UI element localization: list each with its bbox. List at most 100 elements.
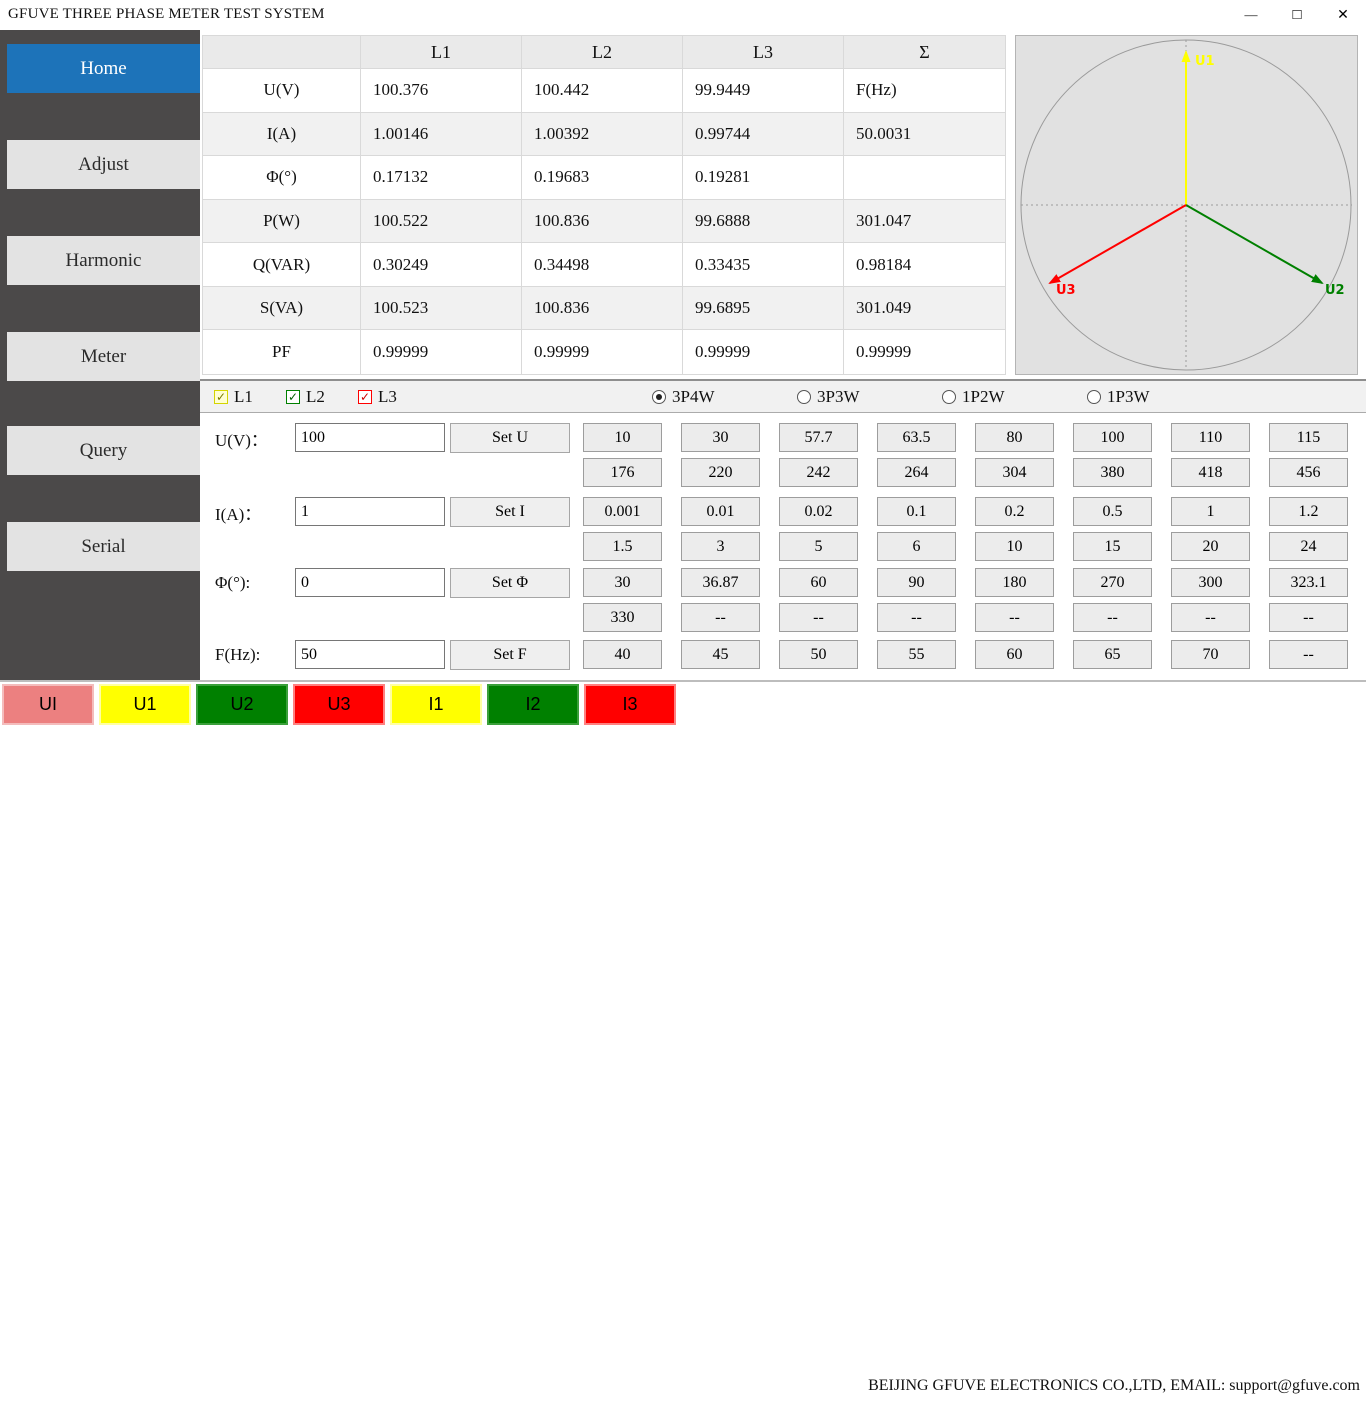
- preset-button[interactable]: --: [877, 603, 956, 632]
- preset-button[interactable]: 1: [1171, 497, 1250, 526]
- preset-button[interactable]: 36.87: [681, 568, 760, 597]
- minimize-icon[interactable]: —: [1244, 7, 1258, 22]
- wiring-radio-1p2w[interactable]: 1P2W: [942, 381, 1005, 412]
- preset-button[interactable]: 0.01: [681, 497, 760, 526]
- checkbox-checked-icon: ✓: [214, 389, 228, 404]
- output-button-u2[interactable]: U2: [196, 684, 288, 725]
- output-button-u1[interactable]: U1: [99, 684, 191, 725]
- set-phi-button[interactable]: Set Φ: [450, 568, 570, 598]
- preset-button[interactable]: 176: [583, 458, 662, 487]
- preset-button[interactable]: 264: [877, 458, 956, 487]
- phase-checkbox-l1[interactable]: ✓ L1: [214, 381, 253, 412]
- preset-button[interactable]: 10: [975, 532, 1054, 561]
- maximize-icon[interactable]: □: [1292, 6, 1302, 23]
- wiring-radio-3p3w[interactable]: 3P3W: [797, 381, 860, 412]
- preset-button[interactable]: 0.02: [779, 497, 858, 526]
- wiring-radio-1p3w[interactable]: 1P3W: [1087, 381, 1150, 412]
- preset-button[interactable]: 80: [975, 423, 1054, 452]
- output-button-i3[interactable]: I3: [584, 684, 676, 725]
- preset-button[interactable]: 3: [681, 532, 760, 561]
- preset-button[interactable]: 0.5: [1073, 497, 1152, 526]
- preset-button[interactable]: 70: [1171, 640, 1250, 669]
- preset-button[interactable]: 300: [1171, 568, 1250, 597]
- preset-button[interactable]: 380: [1073, 458, 1152, 487]
- preset-button[interactable]: 330: [583, 603, 662, 632]
- phase-checkbox-l2[interactable]: ✓ L2: [286, 381, 325, 412]
- preset-button[interactable]: 6: [877, 532, 956, 561]
- preset-button[interactable]: 50: [779, 640, 858, 669]
- preset-button[interactable]: 10: [583, 423, 662, 452]
- preset-button[interactable]: 40: [583, 640, 662, 669]
- preset-button[interactable]: 20: [1171, 532, 1250, 561]
- wiring-radio-3p4w[interactable]: 3P4W: [652, 381, 715, 412]
- output-button-i2[interactable]: I2: [487, 684, 579, 725]
- sidebar-item-meter[interactable]: Meter: [7, 332, 200, 381]
- title-bar: GFUVE THREE PHASE METER TEST SYSTEM — □ …: [0, 0, 1366, 30]
- preset-button[interactable]: 5: [779, 532, 858, 561]
- close-icon[interactable]: ✕: [1337, 7, 1349, 23]
- preset-button[interactable]: 220: [681, 458, 760, 487]
- phase-angle-input[interactable]: [295, 568, 445, 597]
- preset-button[interactable]: --: [975, 603, 1054, 632]
- preset-button[interactable]: 60: [975, 640, 1054, 669]
- sidebar-item-adjust[interactable]: Adjust: [7, 140, 200, 189]
- frequency-input[interactable]: [295, 640, 445, 669]
- preset-button[interactable]: --: [1269, 640, 1348, 669]
- preset-button[interactable]: 115: [1269, 423, 1348, 452]
- preset-button[interactable]: 180: [975, 568, 1054, 597]
- set-u-button[interactable]: Set U: [450, 423, 570, 453]
- row-label: Q(VAR): [203, 243, 361, 287]
- preset-button[interactable]: 0.2: [975, 497, 1054, 526]
- preset-button[interactable]: 110: [1171, 423, 1250, 452]
- sidebar-item-serial[interactable]: Serial: [7, 522, 200, 571]
- preset-button[interactable]: 60: [779, 568, 858, 597]
- sidebar: Home Adjust Harmonic Meter Query Serial: [0, 30, 200, 680]
- preset-button[interactable]: 242: [779, 458, 858, 487]
- row-label: U(V): [203, 69, 361, 113]
- checkbox-label: L2: [306, 386, 325, 406]
- preset-button[interactable]: 304: [975, 458, 1054, 487]
- row-label: S(VA): [203, 286, 361, 331]
- preset-button[interactable]: 55: [877, 640, 956, 669]
- preset-button[interactable]: 270: [1073, 568, 1152, 597]
- preset-button[interactable]: --: [1269, 603, 1348, 632]
- preset-button[interactable]: 1.5: [583, 532, 662, 561]
- set-f-button[interactable]: Set F: [450, 640, 570, 670]
- set-i-button[interactable]: Set I: [450, 497, 570, 527]
- value-cell: 100.836: [522, 286, 683, 331]
- output-button-u3[interactable]: U3: [293, 684, 385, 725]
- sidebar-item-query[interactable]: Query: [7, 426, 200, 475]
- preset-button[interactable]: 30: [583, 568, 662, 597]
- preset-button[interactable]: 418: [1171, 458, 1250, 487]
- preset-button[interactable]: 323.1: [1269, 568, 1348, 597]
- preset-button[interactable]: --: [779, 603, 858, 632]
- current-input[interactable]: [295, 497, 445, 526]
- phase-checkbox-l3[interactable]: ✓ L3: [358, 381, 397, 412]
- voltage-input[interactable]: [295, 423, 445, 452]
- phasor-svg: U1 U2 U3: [1020, 39, 1352, 371]
- value-cell: 100.836: [522, 199, 683, 244]
- preset-button[interactable]: 30: [681, 423, 760, 452]
- preset-button[interactable]: 45: [681, 640, 760, 669]
- preset-button[interactable]: 63.5: [877, 423, 956, 452]
- preset-button[interactable]: 15: [1073, 532, 1152, 561]
- preset-button[interactable]: 57.7: [779, 423, 858, 452]
- preset-button[interactable]: --: [1073, 603, 1152, 632]
- preset-button[interactable]: 0.001: [583, 497, 662, 526]
- value-cell: 301.047: [844, 199, 1005, 244]
- preset-button[interactable]: 1.2: [1269, 497, 1348, 526]
- sidebar-item-home[interactable]: Home: [7, 44, 200, 93]
- preset-button[interactable]: --: [1171, 603, 1250, 632]
- preset-button[interactable]: 24: [1269, 532, 1348, 561]
- radio-label: 3P3W: [817, 386, 860, 406]
- sidebar-item-harmonic[interactable]: Harmonic: [7, 236, 200, 285]
- preset-button[interactable]: --: [681, 603, 760, 632]
- value-cell: 0.34498: [522, 243, 683, 287]
- output-button-ui[interactable]: UI: [2, 684, 94, 725]
- preset-button[interactable]: 90: [877, 568, 956, 597]
- output-button-i1[interactable]: I1: [390, 684, 482, 725]
- preset-button[interactable]: 100: [1073, 423, 1152, 452]
- preset-button[interactable]: 65: [1073, 640, 1152, 669]
- preset-button[interactable]: 0.1: [877, 497, 956, 526]
- preset-button[interactable]: 456: [1269, 458, 1348, 487]
